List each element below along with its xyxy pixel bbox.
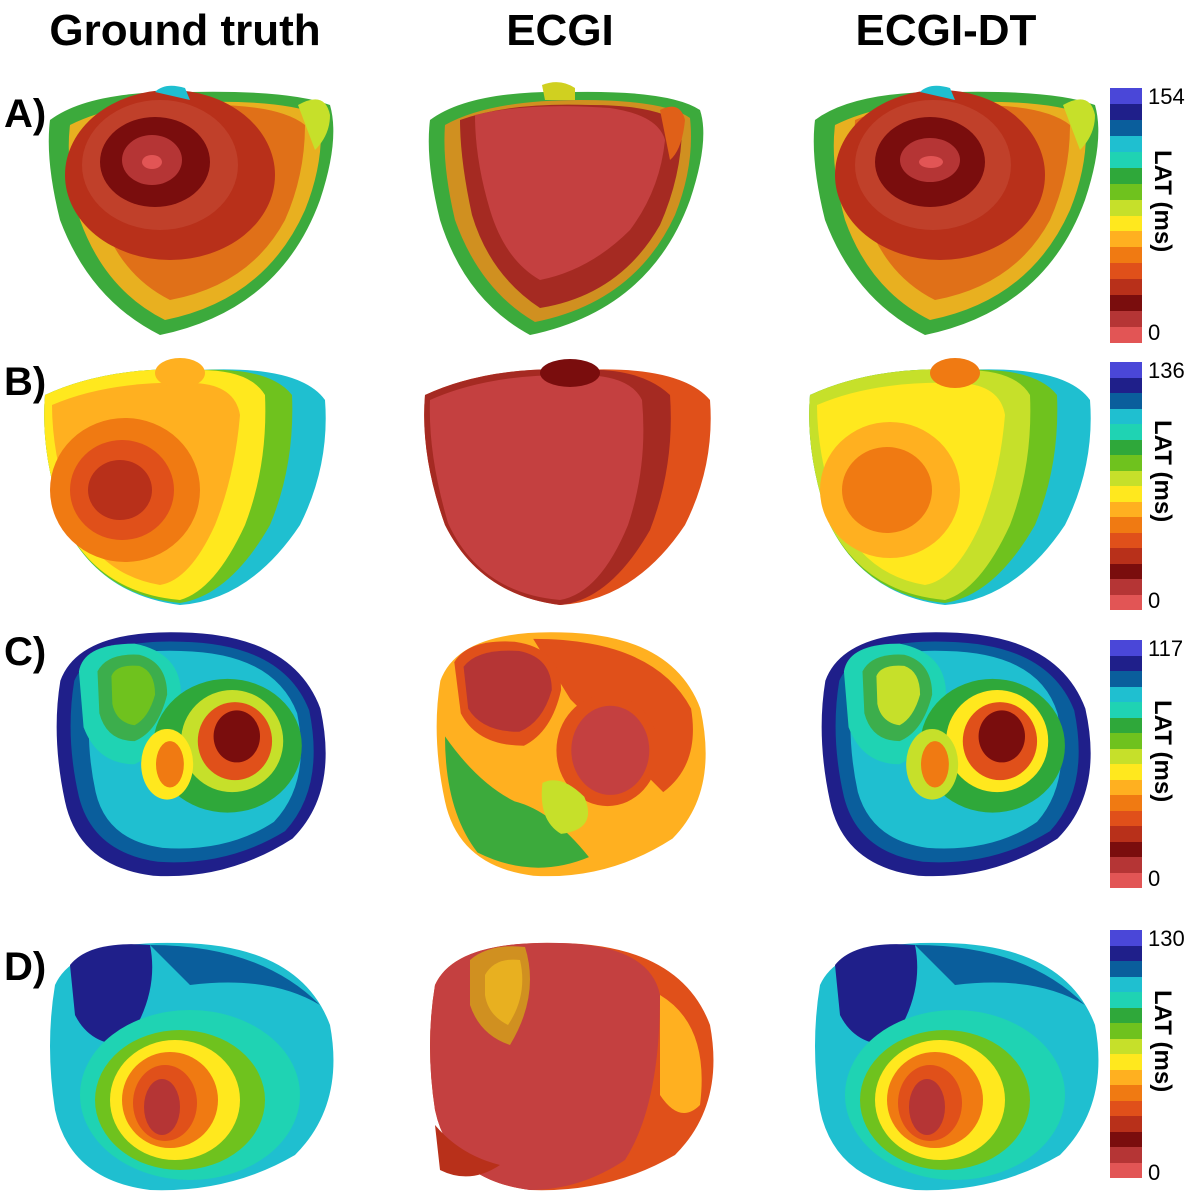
colorbar-segment <box>1110 439 1142 455</box>
colorbar-segment <box>1110 501 1142 517</box>
colorbar-segment <box>1110 311 1142 328</box>
colorbar-segment <box>1110 1085 1142 1101</box>
colorbar-segment <box>1110 1038 1142 1054</box>
colorbar-segment <box>1110 119 1142 136</box>
colorbar-segment <box>1110 779 1142 795</box>
colorbar-segment <box>1110 548 1142 564</box>
colorbar-c-max: 117 <box>1148 636 1184 661</box>
colorbar-segment <box>1110 247 1142 264</box>
colorbar-segment <box>1110 992 1142 1008</box>
colorbar-segment <box>1110 362 1142 378</box>
colorbar-segment <box>1110 976 1142 992</box>
colorbar-segment <box>1110 1100 1142 1116</box>
heart-a-ecgi <box>410 80 740 340</box>
colorbar-segment <box>1110 103 1142 120</box>
colorbar-segment <box>1110 215 1142 232</box>
colorbar-segment <box>1110 1162 1142 1178</box>
heart-c-ground-truth <box>30 625 360 885</box>
colorbar-segment <box>1110 702 1142 718</box>
row-label-a: A) <box>4 92 47 136</box>
colorbar-segment <box>1110 717 1142 733</box>
colorbar-segment <box>1110 470 1142 486</box>
colorbar-segment <box>1110 841 1142 857</box>
heart-b-ground-truth <box>30 355 360 615</box>
colorbar-c-min: 0 <box>1148 866 1161 891</box>
colorbar-segment <box>1110 393 1142 409</box>
colorbar-b-min: 0 <box>1148 588 1161 613</box>
colorbar-d-max: 130 <box>1148 926 1185 951</box>
column-title-ground-truth: Ground truth <box>49 6 321 55</box>
colorbar-segment <box>1110 810 1142 826</box>
heart-b-ecgi <box>410 355 740 615</box>
colorbar-segment <box>1110 455 1142 471</box>
colorbar-segment <box>1110 795 1142 811</box>
row-label-c: C) <box>4 630 47 674</box>
heart-b-ecgi-dt <box>795 355 1125 615</box>
colorbar-segment <box>1110 1116 1142 1132</box>
colorbar-segment <box>1110 1023 1142 1039</box>
row-label-b: B) <box>4 360 47 404</box>
colorbar-b <box>1110 362 1142 610</box>
colorbar-segment <box>1110 686 1142 702</box>
colorbar-segment <box>1110 1147 1142 1163</box>
colorbar-segment <box>1110 183 1142 200</box>
colorbar-segment <box>1110 857 1142 873</box>
row-label-d: D) <box>4 945 47 989</box>
colorbar-segment <box>1110 88 1142 104</box>
colorbar-segment <box>1110 135 1142 152</box>
colorbar-a-title: LAT (ms) <box>1149 150 1176 253</box>
colorbar-segment <box>1110 327 1142 343</box>
colorbar-segment <box>1110 1131 1142 1147</box>
colorbar-segment <box>1110 594 1142 610</box>
heart-a-ecgi-dt <box>795 80 1125 340</box>
heart-d-ground-truth <box>30 935 360 1195</box>
colorbar-segment <box>1110 961 1142 977</box>
colorbar-segment <box>1110 167 1142 184</box>
colorbar-segment <box>1110 563 1142 579</box>
colorbar-segment <box>1110 655 1142 671</box>
colorbar-segment <box>1110 1007 1142 1023</box>
colorbar-segment <box>1110 517 1142 533</box>
colorbar-a-max: 154 <box>1148 84 1185 109</box>
colorbar-segment <box>1110 945 1142 961</box>
colorbar-segment <box>1110 486 1142 502</box>
colorbar-segment <box>1110 640 1142 656</box>
colorbar-segment <box>1110 748 1142 764</box>
colorbar-segment <box>1110 151 1142 168</box>
colorbar-d-min: 0 <box>1148 1160 1161 1185</box>
colorbar-segment <box>1110 1069 1142 1085</box>
colorbar-b-title: LAT (ms) <box>1149 420 1176 523</box>
colorbar-segment <box>1110 1054 1142 1070</box>
colorbar-segment <box>1110 199 1142 216</box>
colorbar-segment <box>1110 231 1142 248</box>
colorbar-segment <box>1110 279 1142 296</box>
colorbar-segment <box>1110 424 1142 440</box>
column-title-ecgi: ECGI <box>506 6 614 55</box>
column-title-ecgi-dt: ECGI-DT <box>855 6 1037 55</box>
heart-c-ecgi <box>410 625 740 885</box>
heart-d-ecgi-dt <box>795 935 1125 1195</box>
colorbar-d <box>1110 930 1142 1178</box>
colorbar-segment <box>1110 764 1142 780</box>
heart-c-ecgi-dt <box>795 625 1125 885</box>
colorbar-segment <box>1110 579 1142 595</box>
colorbar-b-max: 136 <box>1148 358 1185 383</box>
colorbar-d-title: LAT (ms) <box>1149 990 1176 1093</box>
heart-a-ground-truth <box>30 80 360 340</box>
colorbar-segment <box>1110 295 1142 312</box>
colorbar-segment <box>1110 532 1142 548</box>
colorbar-segment <box>1110 671 1142 687</box>
colorbar-segment <box>1110 733 1142 749</box>
colorbar-segment <box>1110 930 1142 946</box>
colorbar-segment <box>1110 826 1142 842</box>
colorbar-c-title: LAT (ms) <box>1149 700 1176 803</box>
colorbar-a <box>1110 88 1142 343</box>
colorbar-segment <box>1110 872 1142 888</box>
colorbar-c <box>1110 640 1142 888</box>
colorbar-a-min: 0 <box>1148 320 1161 345</box>
colorbar-segment <box>1110 408 1142 424</box>
colorbar-segment <box>1110 263 1142 280</box>
heart-d-ecgi <box>410 935 740 1195</box>
colorbar-segment <box>1110 377 1142 393</box>
